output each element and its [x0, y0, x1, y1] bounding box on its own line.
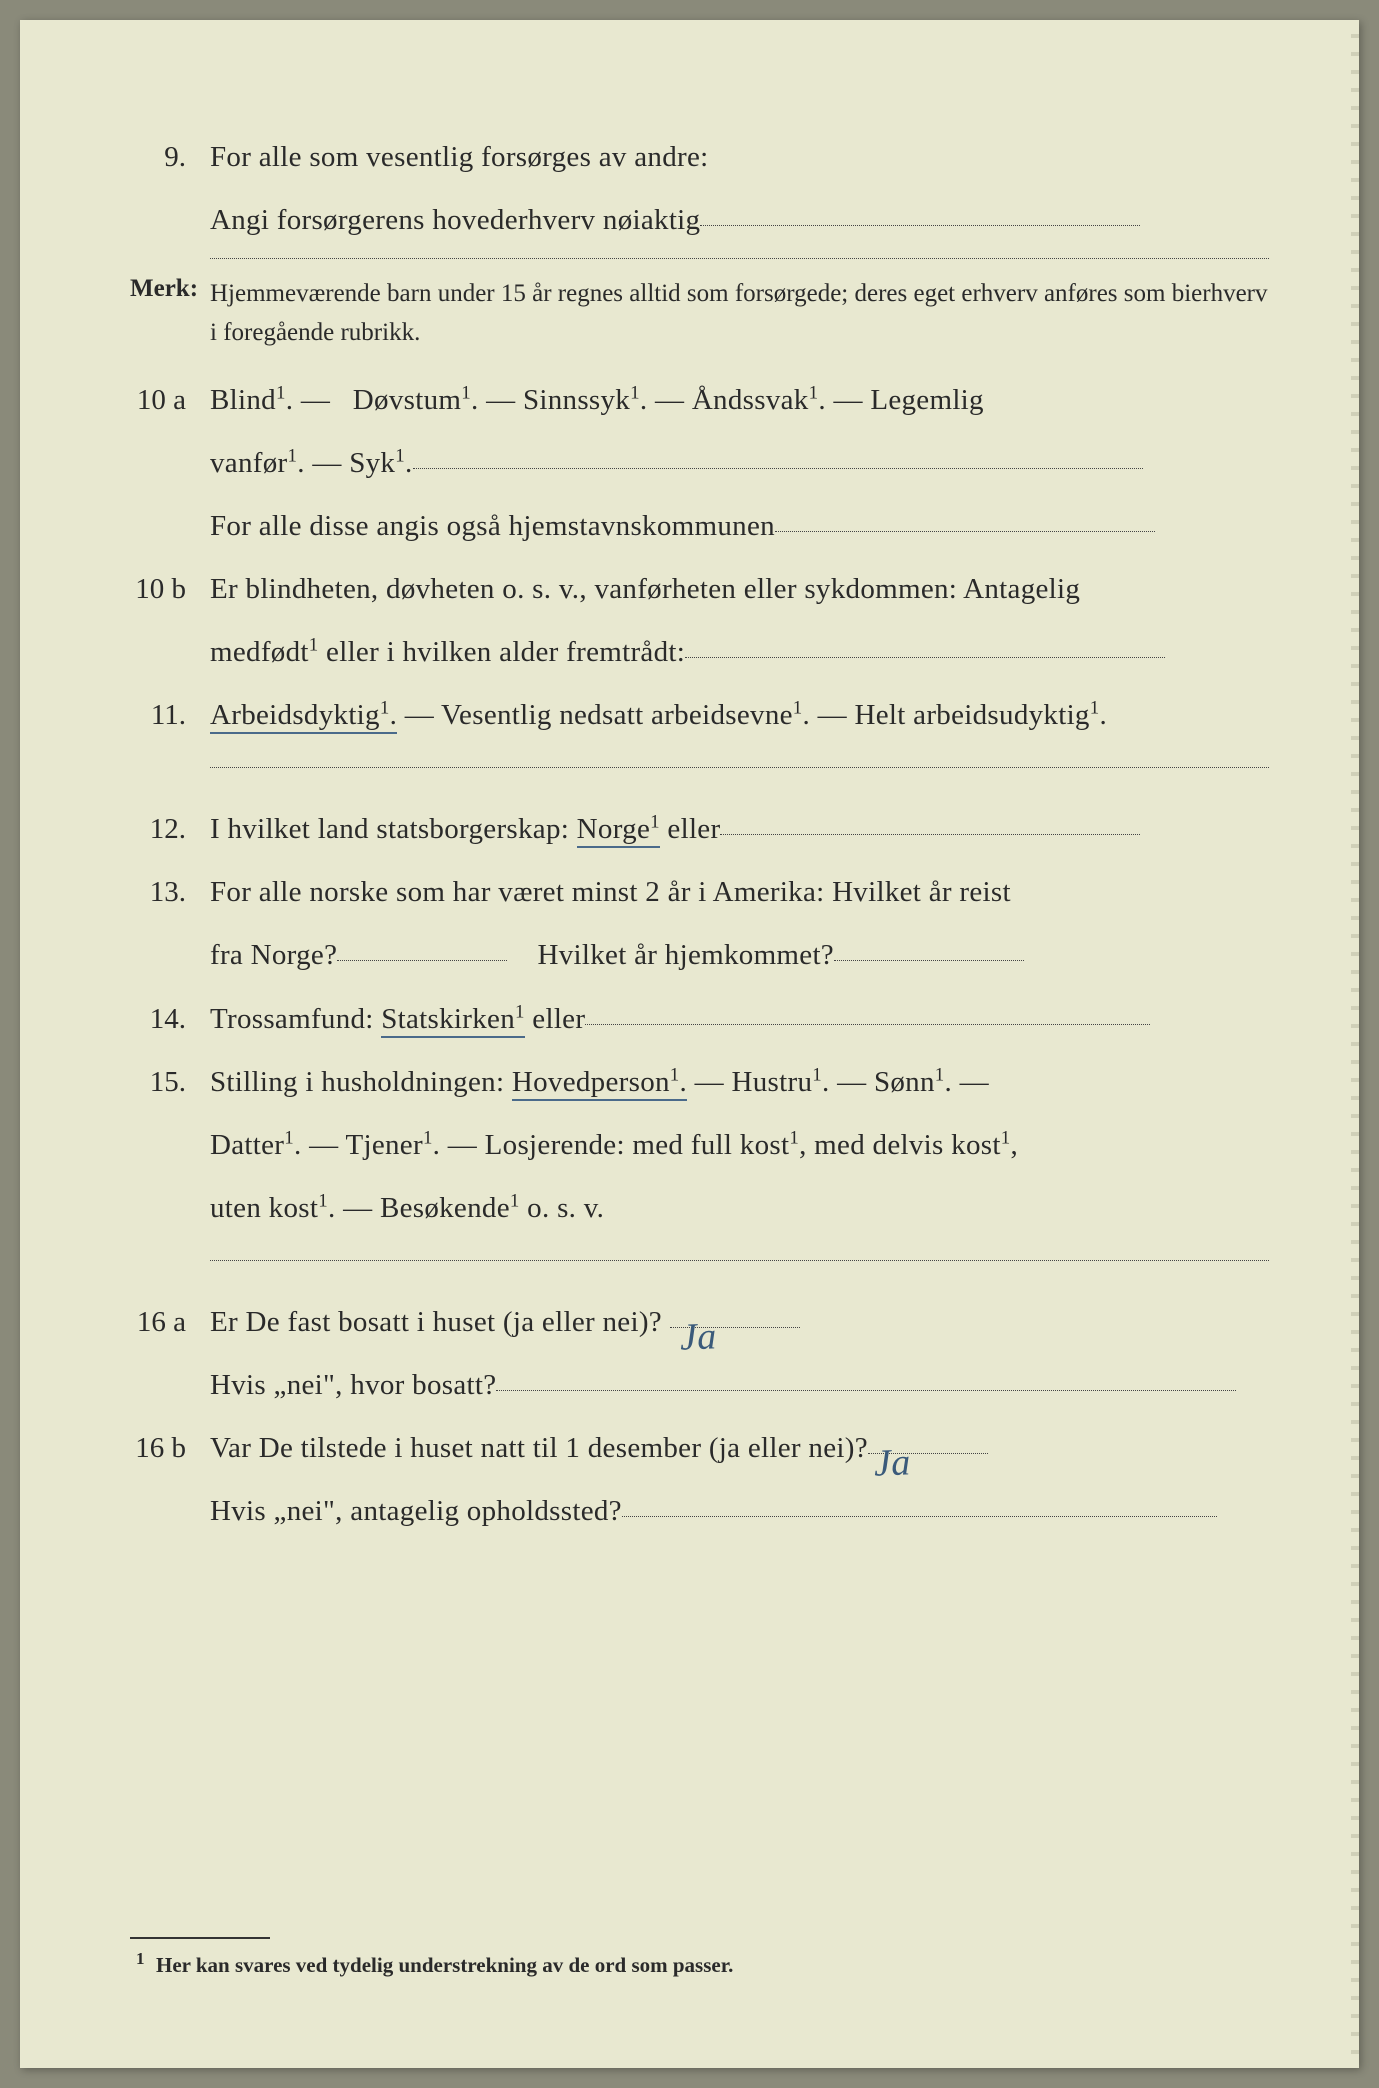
q10a-number: 10 a [130, 373, 210, 428]
q10a-line3: For alle disse angis også hjemstavnskomm… [130, 499, 1269, 554]
q10b-line1: Er blindheten, døvheten o. s. v., vanfør… [210, 562, 1269, 617]
q16a-answer: Ja [678, 1300, 717, 1373]
q15-osv: o. s. v. [520, 1192, 605, 1224]
q16a-number: 16 a [130, 1295, 210, 1350]
opt-andssvak: Åndssvak [692, 384, 809, 416]
opt-nedsatt: Vesentlig nedsatt arbeidsevne [441, 699, 793, 731]
q16b-text: Var De tilstede i huset natt til 1 desem… [210, 1432, 868, 1464]
opt-sinnssyk: Sinnssyk [523, 384, 630, 416]
opt-tjener: Tjener [345, 1129, 422, 1161]
opt-vanfor: vanfør [210, 447, 288, 479]
q10a-kommune-blank[interactable] [775, 531, 1155, 532]
opt-datter: Datter [210, 1129, 284, 1161]
opt-statskirken-selected: Statskirken1 [381, 1003, 525, 1038]
opt-legemlig: Legemlig [870, 384, 984, 416]
q13-blank2[interactable] [834, 960, 1024, 961]
q14-pre: Trossamfund: [210, 1003, 381, 1035]
question-16b: 16 b Var De tilstede i huset natt til 1 … [130, 1421, 1269, 1476]
q10b-number: 10 b [130, 562, 210, 617]
opt-hovedperson-selected: Hovedperson1. [512, 1066, 687, 1101]
q15-line2: Datter1. — Tjener1. — Losjerende: med fu… [130, 1118, 1269, 1173]
question-10a: 10 a Blind1. — Døvstum1. — Sinnssyk1. — … [130, 373, 1269, 428]
q16a-text: Er De fast bosatt i huset (ja eller nei)… [210, 1306, 670, 1338]
footnote-rule [130, 1937, 270, 1939]
q15-pre: Stilling i husholdningen: [210, 1066, 512, 1098]
opt-delvis-kost: med delvis kost [814, 1129, 1001, 1161]
opt-arbeidsdyktig-selected: Arbeidsdyktig1. [210, 699, 397, 734]
q16b-opholdssted-blank[interactable] [622, 1516, 1217, 1517]
q10a-line2: vanfør1. — Syk1. [130, 436, 1269, 491]
q13-number: 13. [130, 865, 210, 920]
q13-fra-norge: fra Norge? [210, 939, 337, 971]
q9-line1: For alle som vesentlig forsørges av andr… [210, 130, 1269, 185]
q11-rule [210, 767, 1269, 768]
q10a-hjemstavn-text: For alle disse angis også hjemstavnskomm… [210, 510, 775, 542]
q13-blank1[interactable] [337, 960, 507, 961]
footnote: 1Her kan svares ved tydelig understrekni… [130, 1949, 1269, 1978]
q16a-hvis-nei: Hvis „nei", hvor bosatt? [210, 1369, 496, 1401]
q13-line1: For alle norske som har været minst 2 år… [210, 865, 1269, 920]
opt-losjerende-full: Losjerende: med full kost [485, 1129, 790, 1161]
opt-syk: Syk [349, 447, 395, 479]
q12-pre: I hvilket land statsborgerskap: [210, 813, 577, 845]
opt-hustru: Hustru [732, 1066, 813, 1098]
question-12: 12. I hvilket land statsborgerskap: Norg… [130, 802, 1269, 857]
q15-rule [210, 1260, 1269, 1261]
q14-number: 14. [130, 992, 210, 1047]
footnote-num: 1 [136, 1949, 156, 1969]
perforated-edge [1351, 20, 1359, 2068]
opt-udyktig: Helt arbeidsudyktig [855, 699, 1090, 731]
opt-uten-kost: uten kost [210, 1192, 318, 1224]
question-11: 11. Arbeidsdyktig1. — Vesentlig nedsatt … [130, 688, 1269, 743]
q16a-bosatt-blank[interactable] [496, 1390, 1236, 1391]
question-14: 14. Trossamfund: Statskirken1 eller [130, 992, 1269, 1047]
q10b-blank[interactable] [685, 657, 1165, 658]
q9-line2-row: Angi forsørgerens hovederhverv nøiaktig [130, 193, 1269, 248]
q16b-number: 16 b [130, 1421, 210, 1476]
q9-blank[interactable] [700, 225, 1140, 226]
footnote-text: Her kan svares ved tydelig understreknin… [156, 1953, 733, 1977]
question-10b: 10 b Er blindheten, døvheten o. s. v., v… [130, 562, 1269, 617]
q12-number: 12. [130, 802, 210, 857]
q10b-alder-text: eller i hvilken alder fremtrådt: [318, 636, 685, 668]
q10b-medfodt: medfødt [210, 636, 309, 668]
opt-besokende: Besøkende [380, 1192, 510, 1224]
census-form-page: 9. For alle som vesentlig forsørges av a… [20, 20, 1359, 2068]
question-16a: 16 a Er De fast bosatt i huset (ja eller… [130, 1295, 1269, 1350]
opt-sonn: Sønn [874, 1066, 935, 1098]
q9-number: 9. [130, 130, 210, 185]
q12-post: eller [660, 813, 721, 845]
opt-norge-selected: Norge1 [577, 813, 660, 848]
q10a-blank[interactable] [413, 468, 1143, 469]
q9-rule [210, 258, 1269, 259]
q10b-line2: medfødt1 eller i hvilken alder fremtrådt… [130, 625, 1269, 680]
q16a-answer-field[interactable]: Ja [670, 1327, 800, 1328]
q14-post: eller [525, 1003, 586, 1035]
opt-blind: Blind [210, 384, 276, 416]
question-9: 9. For alle som vesentlig forsørges av a… [130, 130, 1269, 185]
q15-line3: uten kost1. — Besøkende1 o. s. v. [130, 1181, 1269, 1236]
q9-line2-text: Angi forsørgerens hovederhverv nøiaktig [210, 204, 700, 236]
opt-dovstum: Døvstum [353, 384, 461, 416]
q13-line2: fra Norge? Hvilket år hjemkommet? [130, 928, 1269, 983]
merk-label: Merk: [130, 275, 210, 353]
q12-blank[interactable] [720, 834, 1140, 835]
q16b-hvis-nei: Hvis „nei", antagelig opholdssted? [210, 1495, 622, 1527]
q14-blank[interactable] [585, 1024, 1150, 1025]
question-13: 13. For alle norske som har været minst … [130, 865, 1269, 920]
note-merk: Merk: Hjemmeværende barn under 15 år reg… [130, 275, 1269, 353]
q15-number: 15. [130, 1055, 210, 1110]
q16b-line2: Hvis „nei", antagelig opholdssted? [130, 1484, 1269, 1539]
q13-hjemkommet: Hvilket år hjemkommet? [537, 939, 834, 971]
q11-number: 11. [130, 688, 210, 743]
q16b-answer-field[interactable]: Ja [868, 1453, 988, 1454]
footnote-area: 1Her kan svares ved tydelig understrekni… [130, 1937, 1269, 1978]
q16b-answer: Ja [873, 1426, 912, 1499]
merk-text: Hjemmeværende barn under 15 år regnes al… [210, 275, 1269, 353]
question-15: 15. Stilling i husholdningen: Hovedperso… [130, 1055, 1269, 1110]
